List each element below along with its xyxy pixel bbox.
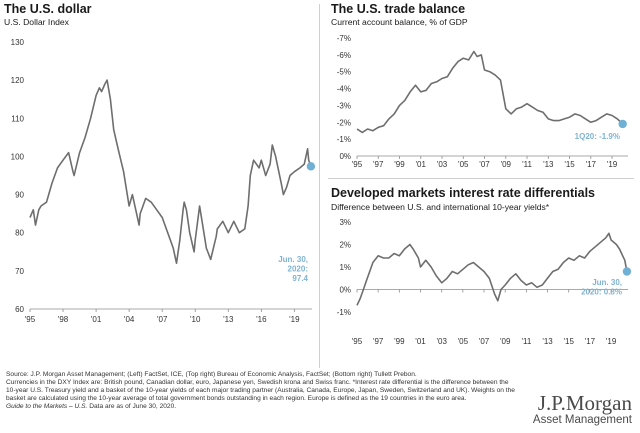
rates-callout-label: Jun. 30,	[592, 278, 622, 287]
trade-x-tick-label: '99	[394, 160, 405, 169]
dollar-y-tick-label: 100	[11, 152, 25, 161]
panel-divider-vertical	[319, 4, 320, 368]
footnote-guide-date: Data are as of June 30, 2020.	[87, 403, 177, 411]
dollar-endpoint-marker	[306, 162, 316, 171]
rates-y-tick-label: 2%	[339, 241, 351, 250]
brand-subtitle: Asset Management	[532, 414, 632, 426]
rates-x-tick-label: '97	[373, 337, 384, 346]
trade-y-tick-label: -5%	[337, 68, 351, 77]
rates-x-tick-label: '99	[394, 337, 405, 346]
trade-x-tick-label: '07	[479, 160, 490, 169]
dollar-callout-label: 2020:	[288, 265, 308, 274]
trade-x-tick-label: '05	[458, 160, 469, 169]
dollar-y-tick-label: 90	[15, 191, 24, 200]
trade-x-tick-label: '11	[522, 160, 532, 169]
trade-x-tick-label: '97	[373, 160, 384, 169]
footnote-guide: Guide to the Markets – U.S. Data are as …	[6, 403, 518, 411]
rates-y-tick-label: 3%	[339, 218, 351, 227]
trade-callout-label: 1Q20: -1.9%	[575, 132, 620, 141]
rates-y-tick-label: 1%	[339, 263, 351, 272]
dollar-y-tick-label: 120	[11, 76, 25, 85]
trade-x-tick-label: '03	[437, 160, 448, 169]
rates-chart: -1% 0% 1% 2% 3% '95 '97 '99 '01 '03 '05 '07 '09 '11 '1…	[337, 218, 632, 346]
trade-y-tick-label: -3%	[337, 101, 351, 110]
dollar-chart-subtitle: U.S. Dollar Index	[4, 17, 69, 27]
rates-x-tick-label: '13	[542, 337, 553, 346]
rates-chart-title: Developed markets interest rate differen…	[331, 186, 595, 200]
jpmorgan-logo: J.P.Morgan Asset Management	[533, 392, 632, 427]
trade-y-tick-label: -2%	[337, 118, 351, 127]
dollar-x-tick-label: '01	[91, 315, 102, 324]
trade-x-tick-label: '19	[607, 160, 618, 169]
trade-endpoint-marker	[618, 119, 627, 129]
dollar-x-tick-label: '07	[157, 315, 168, 324]
dollar-x-tick-label: '10	[190, 315, 201, 324]
trade-y-tick-label: -7%	[337, 34, 351, 43]
dollar-x-tick-label: '04	[124, 315, 135, 324]
rates-x-tick-label: '07	[479, 337, 490, 346]
trade-y-tick-label: -6%	[337, 51, 351, 60]
brand-name: J.P.Morgan	[537, 391, 632, 415]
dollar-callout-label: Jun. 30,	[278, 255, 308, 264]
trade-x-tick-label: '15	[564, 160, 575, 169]
dollar-chart-title: The U.S. dollar	[4, 2, 92, 16]
dollar-y-tick-label: 110	[11, 114, 24, 123]
footnote-guide-title: Guide to the Markets – U.S.	[6, 403, 88, 411]
rates-x-tick-label: '09	[500, 337, 511, 346]
footnote: Source: J.P. Morgan Asset Management; (L…	[6, 371, 518, 411]
trade-chart-title: The U.S. trade balance	[331, 2, 466, 16]
rates-x-tick-label: '15	[564, 337, 575, 346]
rates-y-tick-label: 0%	[339, 286, 351, 295]
dollar-series-line	[29, 79, 312, 264]
trade-x-tick-label: '17	[586, 160, 597, 169]
dollar-y-tick-label: 60	[15, 305, 24, 314]
rates-endpoint-marker	[622, 267, 632, 276]
footnote-definitions: Currencies in the DXY Index are: British…	[6, 379, 515, 403]
panel-divider-horizontal	[328, 178, 634, 179]
dollar-y-tick-label: 130	[11, 38, 25, 47]
footnote-source: Source: J.P. Morgan Asset Management; (L…	[6, 371, 417, 378]
trade-x-tick-label: '01	[416, 160, 427, 169]
rates-x-tick-label: '17	[585, 337, 596, 346]
rates-series-line	[356, 232, 628, 306]
trade-series-line	[356, 50, 624, 134]
dollar-chart: 60 70 80 90 100 110 120 130 '95 '98 '01 '04 '07 '10 '1…	[11, 38, 316, 324]
rates-y-tick-label: -1%	[337, 308, 351, 317]
dollar-y-tick-label: 80	[15, 229, 24, 238]
trade-chart: 0% -1% -2% -3% -4% -5% -6% -7% '95 '97 '99 '01 '03 '0…	[337, 34, 628, 169]
rates-x-tick-label: '11	[521, 337, 531, 346]
trade-y-tick-label: 0%	[339, 152, 351, 161]
dollar-x-tick-label: '95	[25, 315, 36, 324]
dollar-x-tick-label: '16	[256, 315, 267, 324]
rates-x-tick-label: '19	[606, 337, 617, 346]
rates-x-tick-label: '01	[415, 337, 426, 346]
dollar-x-tick-label: '98	[58, 315, 69, 324]
dollar-x-tick-label: '13	[223, 315, 234, 324]
rates-x-tick-label: '05	[458, 337, 469, 346]
rates-x-tick-label: '03	[436, 337, 447, 346]
trade-y-tick-label: -4%	[337, 85, 351, 94]
trade-x-tick-label: '95	[352, 160, 363, 169]
trade-y-tick-label: -1%	[337, 135, 351, 144]
trade-x-tick-label: '09	[501, 160, 512, 169]
rates-x-tick-label: '95	[352, 337, 363, 346]
dollar-x-tick-label: '19	[289, 315, 300, 324]
dollar-callout-label: 97.4	[292, 274, 308, 283]
rates-callout-label: 2020: 0.8%	[581, 288, 622, 297]
trade-x-tick-label: '13	[543, 160, 554, 169]
rates-chart-subtitle: Difference between U.S. and internationa…	[331, 202, 550, 212]
dollar-y-tick-label: 70	[15, 267, 24, 276]
trade-chart-subtitle: Current account balance, % of GDP	[331, 17, 468, 27]
